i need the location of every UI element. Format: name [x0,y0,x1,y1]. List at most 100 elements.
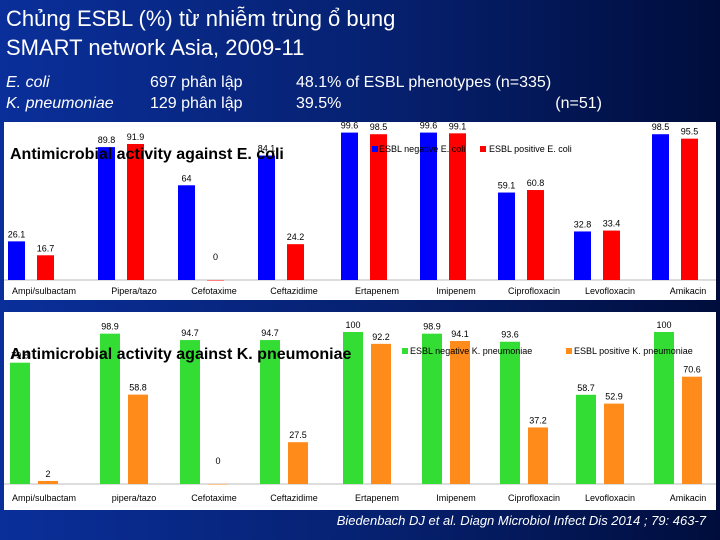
bar-kpneumoniae-esbl-positive-pipera-tazo [128,394,148,484]
category-label-cefotaxime: Cefotaxime [191,493,237,503]
category-label-levofloxacin: Levofloxacin [585,286,635,296]
bar-kpneumoniae-esbl-negative-pipera-tazo [100,333,120,484]
category-label-ampi-sulbactam: Ampi/sulbactam [12,286,76,296]
bar-kpneumoniae-esbl-positive-ertapenem [371,343,391,484]
category-label-pipera-tazo: pipera/tazo [112,493,157,503]
category-label-imipenem: Imipenem [436,286,476,296]
bar-kpneumoniae-esbl-positive-amikacin [682,376,702,484]
bar-ecoli-esbl-negative-ciprofloxacin [498,192,515,280]
data-label-kpneumoniae-esbl-positive-ceftazidime: 27.5 [289,430,307,440]
ecoli-bar-chart: Ampi/sulbactam 26.1 16.7 Pipera/tazo 89.8 91.… [4,121,716,296]
bar-kpneumoniae-esbl-negative-ampi-sulbactam [10,362,30,484]
data-label-ecoli-esbl-positive-ceftazidime: 24.2 [287,232,305,242]
category-label-ciprofloxacin: Ciprofloxacin [508,286,560,296]
bar-kpneumoniae-esbl-positive-ceftazidime [288,442,308,484]
citation: Biedenbach DJ et al. Diagn Microbiol Inf… [336,513,706,528]
esbl-rate-kpneumoniae-line: 39.5% (n=51) [296,93,602,114]
data-label-kpneumoniae-esbl-negative-pipera-tazo: 98.9 [101,322,119,332]
category-label-ampi-sulbactam: Ampi/sulbactam [12,493,76,503]
data-label-ecoli-esbl-negative-ciprofloxacin: 59.1 [498,181,516,191]
organism-kpneumoniae: K. pneumoniae [6,95,114,112]
bar-ecoli-esbl-positive-imipenem [449,133,466,280]
bar-kpneumoniae-esbl-negative-ceftazidime [260,340,280,484]
data-label-ecoli-esbl-positive-ciprofloxacin: 60.8 [527,178,545,188]
category-label-amikacin: Amikacin [670,493,707,503]
data-label-ecoli-esbl-positive-cefotaxime: 0 [213,252,218,262]
category-label-cefotaxime: Cefotaxime [191,286,237,296]
bar-ecoli-esbl-negative-pipera-tazo [98,147,115,280]
organism-ecoli: E. coli [6,74,50,91]
slide-title-line-1: Chủng ESBL (%) từ nhiễm trùng ổ bụng [6,6,396,31]
data-label-kpneumoniae-esbl-negative-amikacin: 100 [656,320,671,330]
kpneumoniae-legend-label-esbl-positive: ESBL positive K. pneumoniae [574,346,693,356]
ecoli-legend-swatch-esbl-positive [480,146,486,152]
bar-ecoli-esbl-negative-levofloxacin [574,231,591,280]
slide-title: Chủng ESBL (%) từ nhiễm trùng ổ bụng SMA… [6,4,706,62]
bar-ecoli-esbl-negative-cefotaxime [178,185,195,280]
data-label-kpneumoniae-esbl-positive-ampi-sulbactam: 2 [45,469,50,479]
ecoli-chart-title: Antimicrobial activity against E. coli [10,146,284,163]
data-label-ecoli-esbl-negative-ertapenem: 99.6 [341,121,359,131]
category-label-ertapenem: Ertapenem [355,286,399,296]
category-label-ertapenem: Ertapenem [355,493,399,503]
bar-kpneumoniae-esbl-positive-ampi-sulbactam [38,480,58,484]
bar-ecoli-esbl-positive-amikacin [681,138,698,280]
data-label-kpneumoniae-esbl-negative-levofloxacin: 58.7 [577,383,595,393]
esbl-n-kpneumoniae: (n=51) [555,95,602,112]
category-label-ceftazidime: Ceftazidime [270,286,318,296]
bar-kpneumoniae-esbl-positive-levofloxacin [604,403,624,484]
data-label-ecoli-esbl-positive-pipera-tazo: 91.9 [127,132,145,142]
bar-ecoli-esbl-negative-ertapenem [341,132,358,280]
bar-kpneumoniae-esbl-negative-ciprofloxacin [500,341,520,484]
ecoli-legend-label-esbl-negative: ESBL negative E. coli [379,144,465,154]
bar-ecoli-esbl-negative-imipenem [420,132,437,280]
data-label-ecoli-esbl-negative-ceftazidime: 84.1 [258,144,276,154]
data-label-ecoli-esbl-negative-pipera-tazo: 89.8 [98,135,116,145]
data-label-ecoli-esbl-positive-ampi-sulbactam: 16.7 [37,243,55,253]
data-label-ecoli-esbl-positive-ertapenem: 98.5 [370,122,388,132]
kpneumoniae-legend-swatch-esbl-positive [566,348,572,354]
data-label-kpneumoniae-esbl-negative-cefotaxime: 94.7 [181,328,199,338]
data-label-kpneumoniae-esbl-positive-pipera-tazo: 58.8 [129,383,147,393]
data-label-kpneumoniae-esbl-negative-ertapenem: 100 [345,320,360,330]
isolate-counts: 697 phân lập 129 phân lập [150,72,243,114]
kpneumoniae-legend-swatch-esbl-negative [402,348,408,354]
bar-kpneumoniae-esbl-negative-imipenem [422,333,442,484]
ecoli-chart-panel: Ampi/sulbactam 26.1 16.7 Pipera/tazo 89.8 91.… [4,121,716,300]
bar-ecoli-esbl-positive-cefotaxime [207,280,224,281]
kpneumoniae-legend-label-esbl-negative: ESBL negative K. pneumoniae [410,346,532,356]
bar-ecoli-esbl-positive-levofloxacin [603,230,620,280]
kpneumoniae-chart-title: Antimicrobial activity against K. pneumo… [10,346,352,363]
bar-kpneumoniae-esbl-positive-ciprofloxacin [528,427,548,484]
category-label-amikacin: Amikacin [670,286,707,296]
category-label-levofloxacin: Levofloxacin [585,493,635,503]
isolate-count-kpneumoniae: 129 phân lập [150,95,243,112]
category-label-imipenem: Imipenem [436,493,476,503]
esbl-rate-kpneumoniae: 39.5% [296,95,342,112]
bar-ecoli-esbl-negative-ampi-sulbactam [8,241,25,280]
bar-ecoli-esbl-positive-ceftazidime [287,244,304,280]
data-label-ecoli-esbl-negative-imipenem: 99.6 [420,121,438,131]
slide-title-line-2: SMART network Asia, 2009-11 [6,35,305,60]
bar-ecoli-esbl-positive-pipera-tazo [127,143,144,280]
data-label-kpneumoniae-esbl-negative-ceftazidime: 94.7 [261,328,279,338]
bar-kpneumoniae-esbl-negative-levofloxacin [576,394,596,484]
bar-ecoli-esbl-negative-ceftazidime [258,155,275,280]
esbl-rate-ecoli: 48.1% of ESBL phenotypes (n=335) [296,74,552,91]
bar-ecoli-esbl-positive-ciprofloxacin [527,190,544,280]
bar-kpneumoniae-esbl-positive-imipenem [450,340,470,484]
data-label-kpneumoniae-esbl-positive-ciprofloxacin: 37.2 [529,415,547,425]
category-label-ciprofloxacin: Ciprofloxacin [508,493,560,503]
bar-kpneumoniae-esbl-negative-amikacin [654,332,674,484]
data-label-ecoli-esbl-negative-amikacin: 98.5 [652,122,670,132]
data-label-kpneumoniae-esbl-positive-imipenem: 94.1 [451,329,469,339]
bar-kpneumoniae-esbl-positive-cefotaxime [208,484,228,485]
data-label-ecoli-esbl-positive-amikacin: 95.5 [681,127,699,137]
data-label-ecoli-esbl-negative-cefotaxime: 64 [181,173,191,183]
organism-list: E. coli K. pneumoniae [6,72,114,114]
bar-ecoli-esbl-positive-ertapenem [370,134,387,280]
data-label-kpneumoniae-esbl-negative-imipenem: 98.9 [423,322,441,332]
esbl-phenotype-rates: 48.1% of ESBL phenotypes (n=335) 39.5% (… [296,72,602,114]
bar-kpneumoniae-esbl-negative-cefotaxime [180,340,200,484]
category-label-ceftazidime: Ceftazidime [270,493,318,503]
